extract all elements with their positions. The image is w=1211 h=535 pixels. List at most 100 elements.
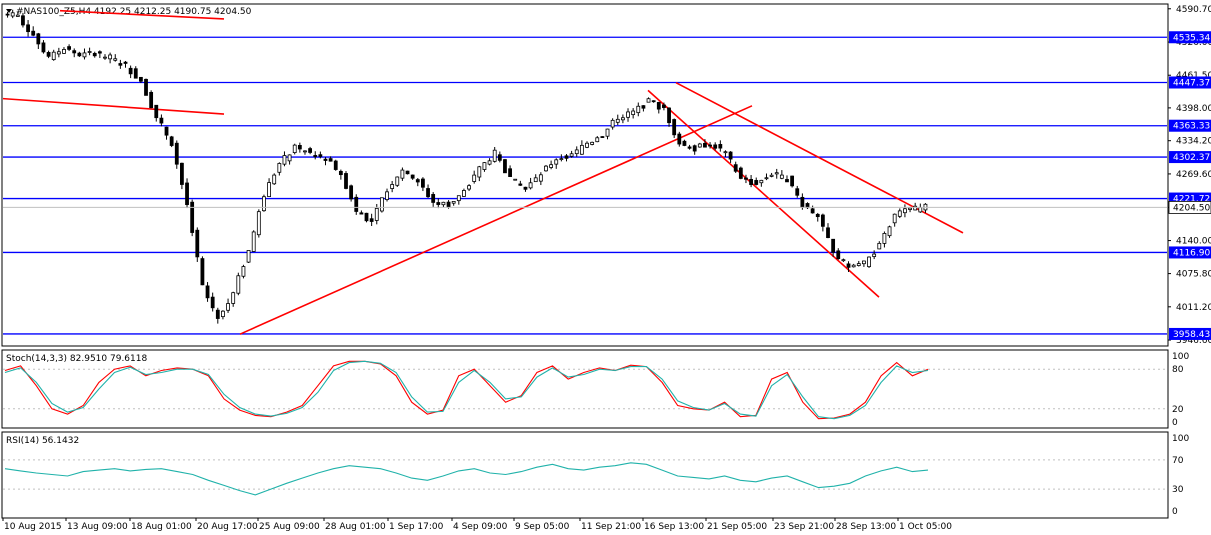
- stoch-panel[interactable]: [1, 349, 1169, 429]
- candle-body: [338, 170, 343, 176]
- candle-body: [795, 188, 800, 196]
- candle-body: [323, 158, 328, 161]
- time-tick-label: 21 Sep 05:00: [707, 522, 767, 532]
- candle-body: [723, 151, 728, 154]
- price-tick-label: 4140.00: [1176, 237, 1211, 247]
- candle-body: [236, 275, 241, 294]
- candle-body: [769, 174, 774, 177]
- oscillator-line: [4, 462, 929, 496]
- candle-body: [759, 179, 764, 184]
- candle-body: [67, 46, 71, 50]
- candle-body: [513, 178, 518, 181]
- stoch-axis: 100 80 20 0: [1172, 352, 1189, 428]
- candle-body: [631, 110, 636, 116]
- time-tick-label: 28 Sep 13:00: [836, 522, 896, 532]
- candle-body: [5, 13, 10, 16]
- candle-body: [574, 149, 579, 155]
- candle-body: [31, 30, 36, 36]
- price-tick-label: 4334.20: [1176, 137, 1211, 147]
- candle-body: [687, 146, 692, 149]
- candle-body: [456, 195, 461, 202]
- candle-body: [887, 226, 892, 237]
- price-tick-label: 4398.00: [1176, 104, 1211, 114]
- price-tick-label: 4461.50: [1176, 71, 1211, 81]
- candle-body: [297, 145, 302, 150]
- candle-body: [738, 167, 743, 179]
- candle-body: [908, 207, 912, 210]
- trend-line[interactable]: [647, 89, 880, 298]
- oscillator-tick-label: 70: [1172, 456, 1184, 466]
- candle-body: [200, 258, 205, 286]
- candle-body: [523, 186, 528, 190]
- candle-body: [379, 197, 384, 212]
- candle-body: [251, 231, 256, 252]
- candle-body: [405, 170, 410, 175]
- candle-body: [21, 15, 25, 26]
- main-chart-panel[interactable]: [1, 3, 1169, 347]
- candle-body: [262, 196, 266, 212]
- candle-body: [128, 67, 133, 75]
- candle-body: [651, 100, 656, 103]
- candle-body: [590, 141, 595, 145]
- level-label-box: [1169, 119, 1211, 132]
- candle-body: [426, 188, 430, 198]
- level-label-box: [1169, 327, 1211, 340]
- time-tick-label: 11 Sep 21:00: [581, 522, 641, 532]
- candle-body: [277, 163, 282, 173]
- candle-body: [733, 164, 738, 172]
- candle-body: [328, 158, 333, 162]
- time-tick-label: 1 Sep 17:00: [389, 522, 444, 532]
- candle-body: [559, 158, 564, 160]
- candle-body: [569, 153, 574, 157]
- current-price-text: 4204.50: [1173, 203, 1210, 213]
- trend-line[interactable]: [2, 97, 225, 115]
- candle-body: [841, 259, 846, 262]
- candle-body: [667, 107, 671, 124]
- candle-body: [287, 154, 292, 162]
- candle-body: [656, 102, 661, 110]
- candle-body: [164, 126, 169, 136]
- candle-body: [508, 168, 512, 177]
- candle-body: [620, 117, 625, 121]
- candle-body: [159, 117, 164, 124]
- candle-body: [180, 162, 184, 185]
- time-tick-label: 4 Sep 09:00: [453, 522, 508, 532]
- level-label-text: 4363.33: [1173, 122, 1210, 132]
- candle-body: [205, 285, 210, 299]
- rsi-grid: [3, 459, 1167, 490]
- candle-body: [215, 309, 220, 319]
- candle-body: [41, 42, 46, 53]
- candle-body: [646, 98, 651, 103]
- candle-body: [267, 182, 271, 197]
- candle-body: [497, 154, 502, 161]
- candle-body: [600, 136, 605, 138]
- candle-body: [641, 105, 646, 109]
- candle-body: [872, 253, 877, 257]
- trend-line[interactable]: [59, 9, 225, 20]
- candle-body: [113, 58, 118, 61]
- candle-body: [764, 177, 769, 180]
- candle-body: [138, 76, 143, 82]
- candle-body: [467, 185, 471, 190]
- candle-body: [415, 179, 420, 183]
- time-tick-label: 20 Aug 17:00: [197, 522, 258, 532]
- oscillator-tick-label: 80: [1172, 365, 1184, 375]
- candle-body: [528, 182, 533, 189]
- candle-body: [815, 213, 820, 218]
- candle-body: [318, 154, 323, 157]
- candle-body: [190, 201, 195, 233]
- candle-body: [108, 54, 113, 60]
- candle-body: [918, 207, 923, 213]
- candle-body: [779, 174, 784, 179]
- candle-body: [626, 111, 630, 118]
- candle-body: [785, 179, 789, 183]
- candle-body: [72, 50, 77, 54]
- candle-body: [790, 175, 795, 187]
- time-tick-label: 28 Aug 01:00: [325, 522, 386, 532]
- candle-body: [441, 201, 446, 206]
- triangle-down-icon[interactable]: [6, 9, 12, 13]
- time-tick-label: 10 Aug 2015: [4, 522, 62, 532]
- rsi-panel[interactable]: [1, 431, 1169, 519]
- trend-line[interactable]: [239, 105, 753, 335]
